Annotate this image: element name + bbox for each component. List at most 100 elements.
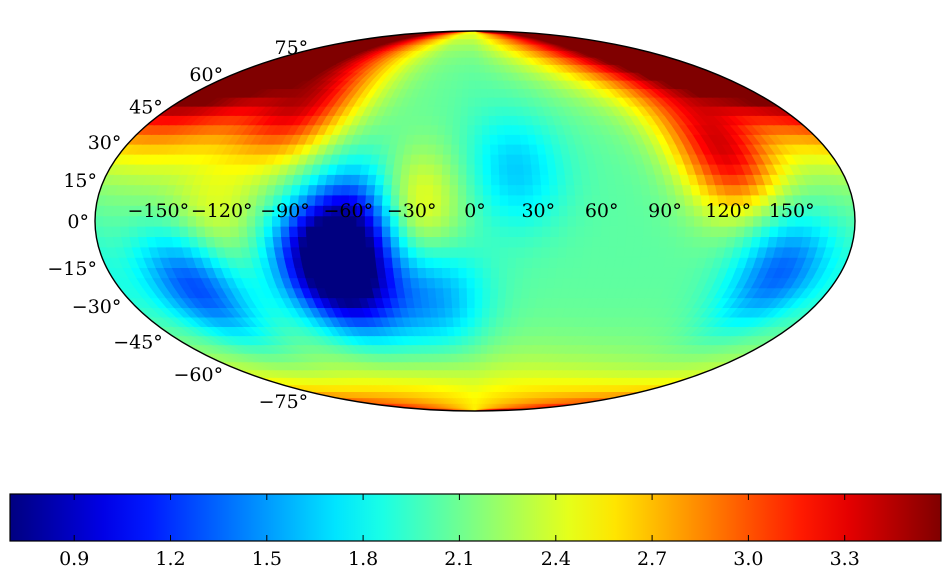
heatmap-cell <box>531 174 542 186</box>
heatmap-cell <box>466 225 476 238</box>
heatmap-cell <box>340 184 352 196</box>
heatmap-cell <box>399 256 410 268</box>
heatmap-cell <box>459 307 469 318</box>
heatmap-cell <box>474 361 482 371</box>
heatmap-cell <box>136 225 148 238</box>
heatmap-cell <box>846 215 855 227</box>
longitude-tick-label: −30° <box>387 200 437 222</box>
heatmap-cell <box>306 236 317 248</box>
longitude-tick-label: 0° <box>464 200 486 222</box>
heatmap-cell <box>558 236 568 248</box>
heatmap-cell <box>549 184 560 196</box>
heatmap-cell <box>633 236 644 248</box>
heatmap-cell <box>469 64 476 73</box>
heatmap-cell <box>457 225 467 238</box>
heatmap-cell <box>467 316 476 327</box>
heatmap-cell <box>608 236 619 248</box>
heatmap-cell <box>777 225 788 238</box>
heatmap-cell <box>408 256 419 268</box>
heatmap-cell <box>468 352 476 363</box>
heatmap-cell <box>111 204 122 217</box>
heatmap-cell <box>718 225 729 238</box>
heatmap-cell <box>558 194 568 206</box>
heatmap-cell <box>426 153 436 165</box>
heatmap-cell <box>392 163 403 175</box>
heatmap-cell <box>280 225 291 238</box>
heatmap-cell <box>305 225 316 238</box>
heatmap-cell <box>828 225 839 238</box>
heatmap-cell <box>540 246 551 258</box>
heatmap-cell <box>496 307 506 318</box>
heatmap-cell <box>467 96 476 107</box>
longitude-tick-label: −90° <box>260 200 310 222</box>
heatmap-cell <box>530 267 541 279</box>
heatmap-cell <box>382 236 392 248</box>
heatmap-cell <box>458 287 468 299</box>
heatmap-cell <box>466 246 476 258</box>
heatmap-cell <box>427 287 437 299</box>
heatmap-cell <box>490 153 500 165</box>
heatmap-cell <box>583 225 594 238</box>
heatmap-cell <box>466 267 476 279</box>
heatmap-cell <box>616 194 627 206</box>
heatmap-cell <box>727 225 738 238</box>
heatmap-cell <box>455 344 464 354</box>
heatmap-cell <box>457 246 468 258</box>
heatmap-cell <box>407 246 418 258</box>
heatmap-cell <box>574 246 585 258</box>
heatmap-cell <box>523 174 534 186</box>
heatmap-cell <box>474 143 484 155</box>
heatmap-cell <box>693 225 704 238</box>
heatmap-cell <box>398 225 409 238</box>
heatmap-cell <box>153 225 165 238</box>
heatmap-cell <box>480 96 489 107</box>
heatmap-cell <box>701 225 712 238</box>
heatmap-cell <box>331 236 342 248</box>
heatmap-cell <box>111 225 122 238</box>
heatmap-cell <box>685 215 695 227</box>
heatmap-cell <box>760 225 771 238</box>
heatmap-cell <box>464 369 471 378</box>
longitude-tick-label: −150° <box>127 200 189 222</box>
heatmap-cell <box>425 267 436 279</box>
heatmap-cell <box>103 204 114 217</box>
heatmap-cell <box>383 256 394 268</box>
heatmap-cell <box>540 184 551 196</box>
heatmap-cell <box>469 377 476 386</box>
heatmap-cell <box>753 215 763 227</box>
heatmap-cell <box>497 134 507 145</box>
heatmap-cell <box>828 204 839 217</box>
heatmap-cell <box>474 335 483 346</box>
heatmap-cell <box>470 384 476 392</box>
heatmap-cell <box>497 287 508 299</box>
heatmap-cell <box>450 163 460 175</box>
heatmap-cell <box>357 246 368 258</box>
heatmap-cell <box>557 184 568 196</box>
heatmap-cell <box>392 267 403 279</box>
heatmap-cell <box>474 326 483 337</box>
heatmap-cell <box>442 143 453 155</box>
heatmap-cell <box>508 236 518 248</box>
heatmap-cell <box>433 267 444 279</box>
heatmap-cell <box>489 297 499 308</box>
heatmap-cell <box>373 204 383 217</box>
colorbar-tick-label: 1.8 <box>348 548 378 570</box>
heatmap-cell <box>626 225 636 238</box>
heatmap-cell <box>331 225 341 238</box>
heatmap-cell <box>170 225 181 238</box>
heatmap-cell <box>434 153 444 165</box>
heatmap-cell <box>453 326 462 337</box>
heatmap-cell <box>314 236 325 248</box>
heatmap-cell <box>499 204 510 217</box>
heatmap-cell <box>575 215 586 227</box>
longitude-tick-labels: −150° −120° −90° −60° −30° 0° 30° 60° 90° 120° 150… <box>127 200 814 222</box>
heatmap-cell <box>415 236 426 248</box>
heatmap-cell <box>271 225 282 238</box>
heatmap-cell <box>433 174 443 186</box>
heatmap-cell <box>445 115 455 126</box>
heatmap-cell <box>498 267 509 279</box>
heatmap-cell <box>668 225 679 238</box>
heatmap-cell <box>383 174 394 186</box>
heatmap-cell <box>514 153 524 165</box>
latitude-tick-label: −75° <box>259 391 309 413</box>
